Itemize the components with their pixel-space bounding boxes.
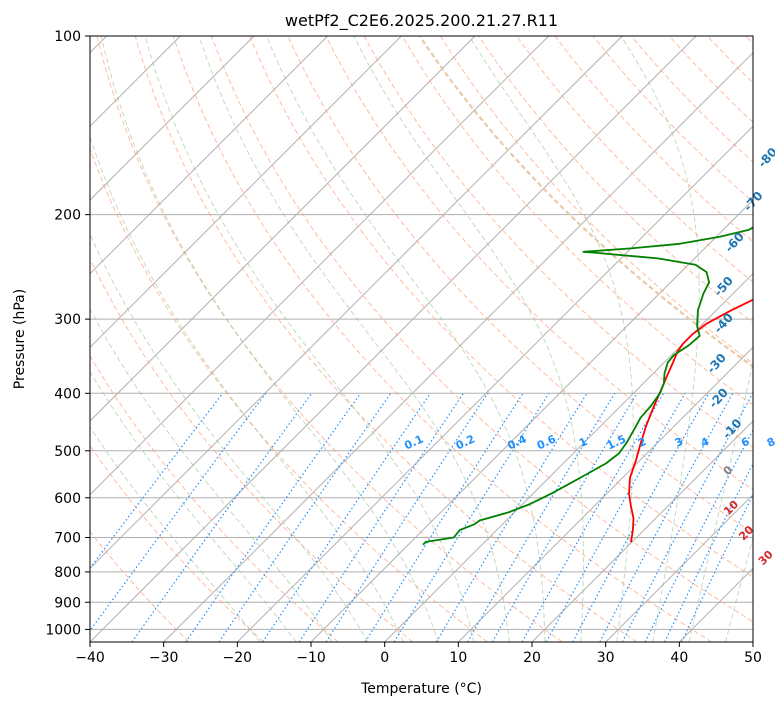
y-tick-label: 1000 xyxy=(45,622,81,638)
y-tick-label: 300 xyxy=(54,312,81,328)
y-tick-label: 900 xyxy=(54,595,81,611)
y-tick-label: 400 xyxy=(54,386,81,402)
x-tick-label: −40 xyxy=(75,650,105,666)
y-tick-label: 500 xyxy=(54,444,81,460)
x-tick-label: 0 xyxy=(380,650,389,666)
x-tick-label: 20 xyxy=(523,650,541,666)
y-tick-label: 800 xyxy=(54,565,81,581)
x-tick-label: 50 xyxy=(744,650,762,666)
y-axis-title: Pressure (hPa) xyxy=(12,289,28,389)
x-tick-label: −20 xyxy=(223,650,253,666)
y-tick-label: 100 xyxy=(54,29,81,45)
y-tick-label: 700 xyxy=(54,531,81,547)
x-tick-label: −30 xyxy=(149,650,179,666)
x-tick-label: 10 xyxy=(449,650,467,666)
y-tick-label: 600 xyxy=(54,491,81,507)
x-tick-label: 30 xyxy=(597,650,615,666)
x-axis-title: Temperature (°C) xyxy=(360,681,482,697)
x-tick-label: 40 xyxy=(670,650,688,666)
y-tick-label: 200 xyxy=(54,208,81,224)
x-tick-label: −10 xyxy=(296,650,326,666)
chart-title: wetPf2_C2E6.2025.200.21.27.R11 xyxy=(285,11,558,31)
